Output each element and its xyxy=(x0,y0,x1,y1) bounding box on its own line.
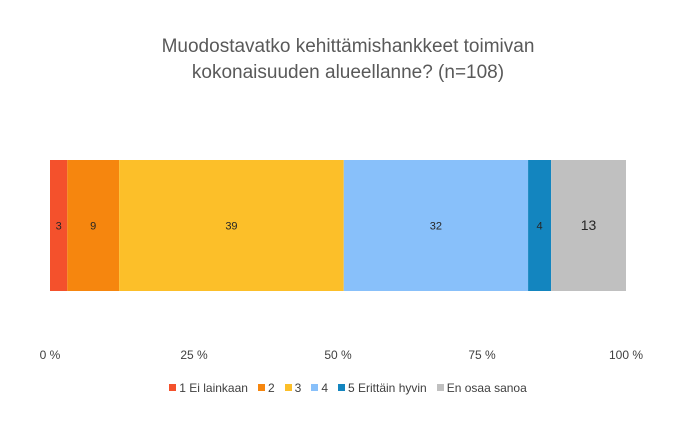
chart-title-line-2: kokonaisuuden alueellanne? (n=108) xyxy=(191,62,505,83)
legend-swatch xyxy=(169,384,177,391)
data-label-5: 4 xyxy=(537,220,543,232)
bar-segment-5 xyxy=(528,160,552,291)
x-tick-label: 50 % xyxy=(324,348,352,362)
data-label-1: 3 xyxy=(56,220,62,232)
bar-segment-1 xyxy=(50,160,68,291)
x-tick-label: 25 % xyxy=(180,348,208,362)
bar-segments xyxy=(50,160,626,291)
legend-swatch xyxy=(284,384,292,391)
legend-item-4: 4 xyxy=(311,381,328,395)
legend-label: 2 xyxy=(267,381,275,395)
legend-swatch xyxy=(257,384,265,391)
legend-item-2: 2 xyxy=(257,381,275,395)
data-label-3: 39 xyxy=(225,220,237,232)
data-labels: 3 9 39 32 4 13 xyxy=(56,217,597,233)
legend-swatch xyxy=(338,384,345,391)
legend: 1 Ei lainkaan 2 3 4 5 Erittäin hyvin En osaa … xyxy=(0,381,696,395)
legend-swatch xyxy=(311,384,319,391)
legend-swatch xyxy=(436,384,444,391)
legend-item-5: 5 Erittäin hyvin xyxy=(338,381,427,395)
data-label-6: 13 xyxy=(581,217,597,233)
x-axis-ticks: 0 % 25 % 50 % 75 % 100 % xyxy=(40,348,644,362)
legend-label: 5 Erittäin hyvin xyxy=(348,381,427,395)
chart-title-line-1: Muodostavatko kehittämishankkeet toimiva… xyxy=(161,36,535,57)
x-tick-label: 0 % xyxy=(40,348,61,362)
bar-segment-2 xyxy=(67,160,120,291)
data-label-2: 9 xyxy=(90,220,96,232)
x-tick-label: 100 % xyxy=(609,348,643,362)
legend-label: 3 xyxy=(294,381,302,395)
legend-label: 1 Ei lainkaan xyxy=(179,381,248,395)
legend-label: En osaa sanoa xyxy=(446,381,527,395)
data-label-4: 32 xyxy=(430,220,442,232)
legend-item-1: 1 Ei lainkaan xyxy=(169,381,248,395)
legend-item-6: En osaa sanoa xyxy=(436,381,527,395)
bar-segment-6 xyxy=(551,160,626,291)
chart-title: Muodostavatko kehittämishankkeet toimiva… xyxy=(0,34,696,86)
bar-segment-3 xyxy=(119,160,344,291)
legend-item-3: 3 xyxy=(284,381,302,395)
legend-label: 4 xyxy=(321,381,328,395)
x-tick-label: 75 % xyxy=(468,348,496,362)
bar-segment-4 xyxy=(343,160,529,291)
